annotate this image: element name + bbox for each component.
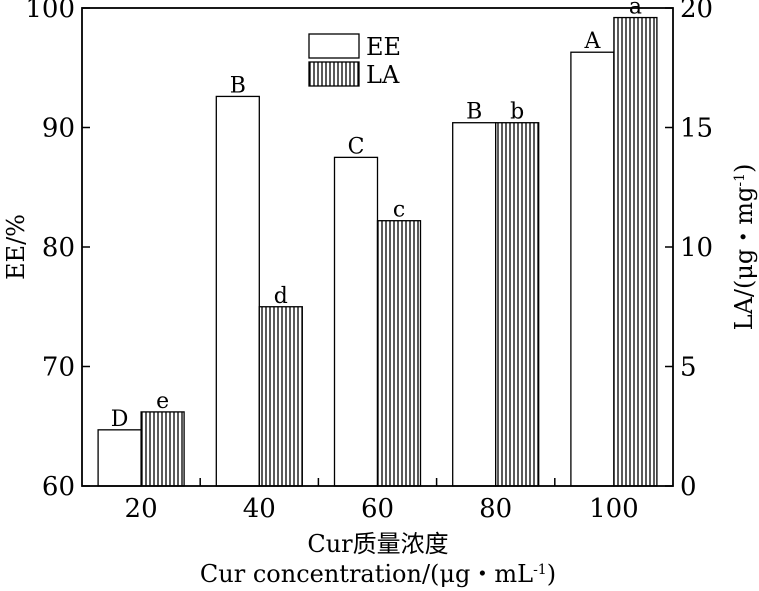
y2-tick-label: 0 xyxy=(680,472,697,502)
y-tick-label: 100 xyxy=(25,0,75,24)
x-tick-label: 80 xyxy=(479,494,512,524)
x-axis-title-en-end: ) xyxy=(547,560,556,588)
x-axis-title-cn: Cur质量浓度 xyxy=(307,530,448,558)
bar-label-la-40: d xyxy=(274,284,288,309)
bar-label-ee-100: A xyxy=(583,29,601,54)
legend: EE LA xyxy=(309,33,401,89)
legend-label-ee: EE xyxy=(366,33,401,61)
legend-label-la: LA xyxy=(366,61,400,89)
legend-swatch-ee xyxy=(309,34,359,58)
bar-ee-40 xyxy=(216,96,259,486)
bar-la-80 xyxy=(496,123,539,486)
x-axis-title-en: Cur concentration/(μg・mL-1) xyxy=(200,560,556,588)
x-tick-label: 20 xyxy=(125,494,158,524)
y-tick-label: 70 xyxy=(42,353,75,383)
y2-tick-label: 15 xyxy=(680,114,713,144)
bar-la-20 xyxy=(141,412,184,486)
y-tick-label: 60 xyxy=(42,472,75,502)
bar-la-100 xyxy=(614,18,657,486)
bar-label-la-80: b xyxy=(510,100,524,125)
y-tick-label: 90 xyxy=(42,114,75,144)
y-tick-label: 80 xyxy=(42,233,75,263)
bar-ee-20 xyxy=(98,430,141,486)
y2-axis-title-end: ) xyxy=(730,164,758,173)
x-tick-label: 40 xyxy=(243,494,276,524)
x-tick-label: 100 xyxy=(589,494,639,524)
legend-swatch-la xyxy=(309,62,359,86)
bar-label-ee-80: B xyxy=(466,100,482,125)
bar-label-ee-40: B xyxy=(230,73,246,98)
bar-ee-80 xyxy=(453,123,496,486)
bar-la-60 xyxy=(378,221,421,486)
left-axis-ticks: 60 70 80 90 100 xyxy=(25,0,90,502)
x-tick-label: 60 xyxy=(361,494,394,524)
bar-label-la-100: a xyxy=(629,0,642,20)
y2-axis-title: LA/(μg・mg-1) xyxy=(730,164,758,331)
bar-label-ee-60: C xyxy=(348,134,365,159)
y2-tick-label: 20 xyxy=(680,0,713,24)
bar-ee-60 xyxy=(335,157,378,486)
y2-tick-label: 5 xyxy=(680,353,697,383)
bar-la-40 xyxy=(259,307,302,486)
bar-label-la-20: e xyxy=(156,389,169,414)
x-axis-title-en-sup: -1 xyxy=(533,562,547,578)
bar-label-la-60: c xyxy=(393,198,405,223)
x-axis-title-en-main: Cur concentration/(μg・mL xyxy=(200,560,533,588)
y2-axis-title-main: LA/(μg・mg xyxy=(730,187,758,331)
y2-axis-title-sup: -1 xyxy=(732,173,748,187)
y-axis-title: EE/% xyxy=(2,214,30,280)
y2-tick-label: 10 xyxy=(680,233,713,263)
bar-label-ee-20: D xyxy=(111,407,129,432)
bar-ee-100 xyxy=(571,52,614,486)
